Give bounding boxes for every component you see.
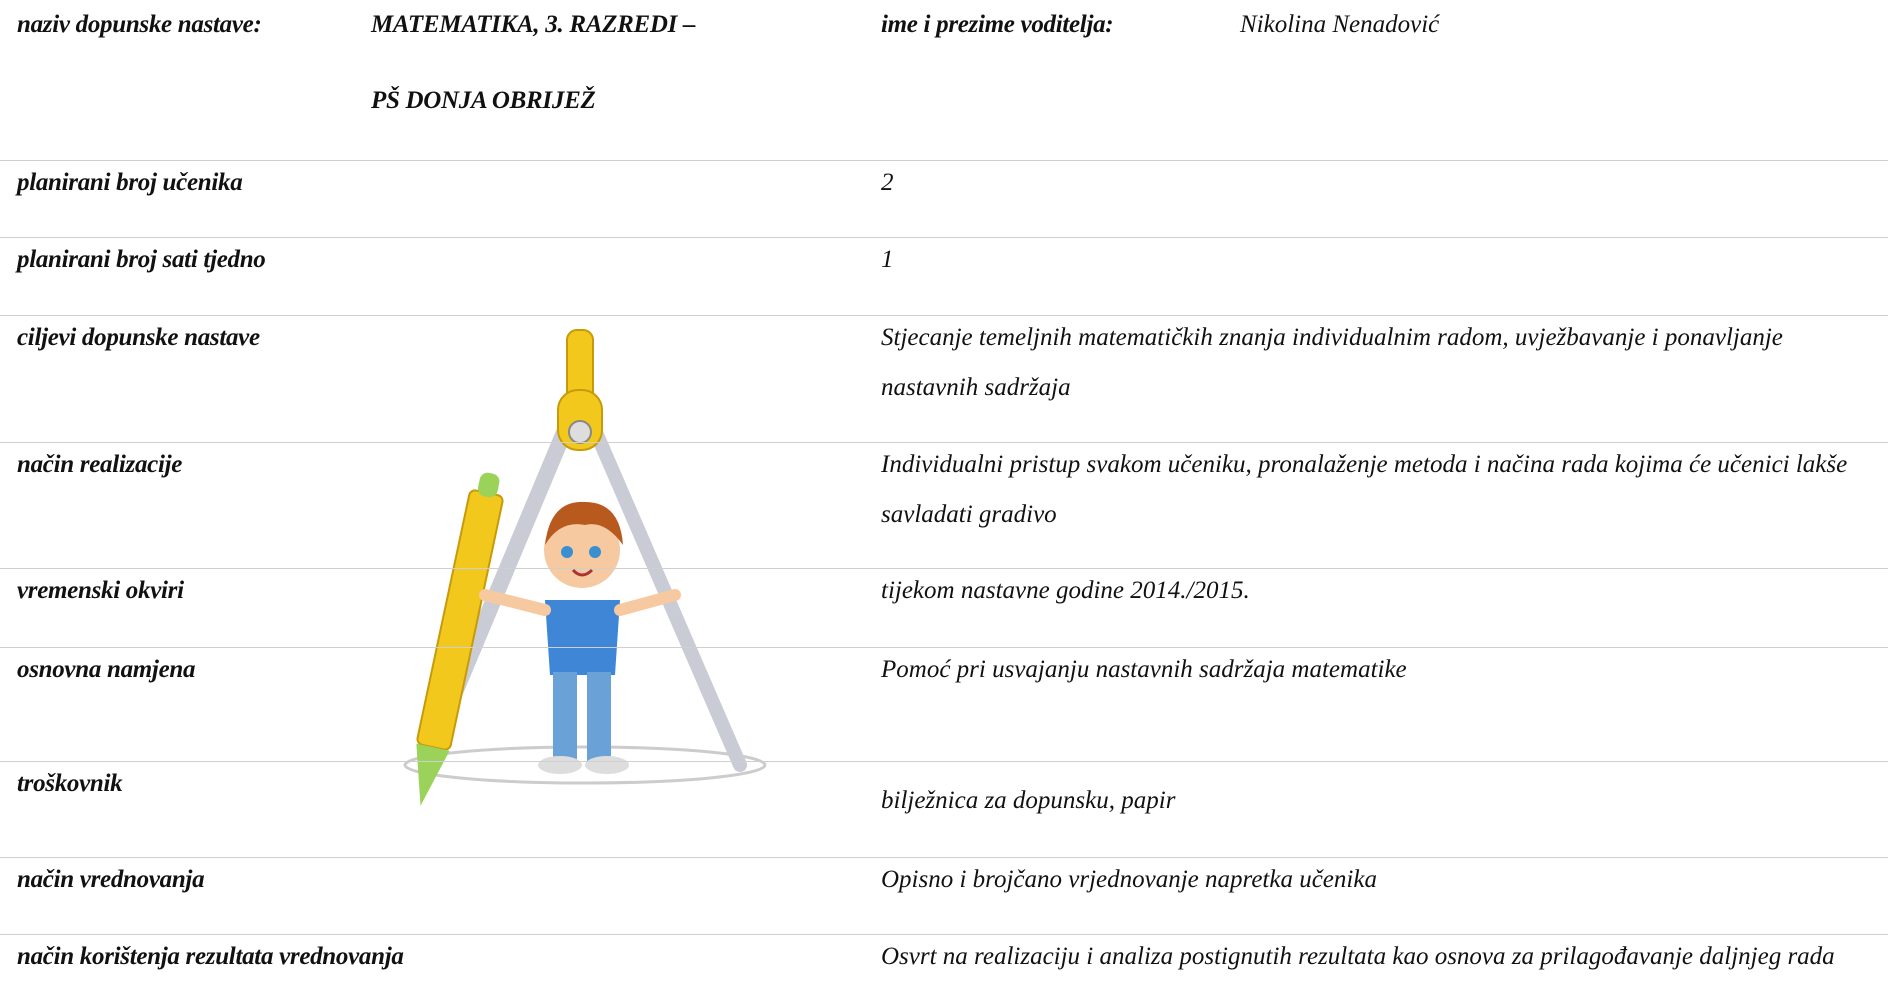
row-value: Osvrt na realizaciju i analiza postignut… xyxy=(881,943,1835,970)
row-divider xyxy=(0,315,1888,316)
row-label: planirani broj sati tjedno xyxy=(17,246,266,273)
row-value: Pomoć pri usvajanju nastavnih sadržaja m… xyxy=(881,656,1407,683)
row-divider xyxy=(0,160,1888,161)
illustration xyxy=(403,329,767,806)
row-divider xyxy=(0,857,1888,858)
row-value: Individualni pristup svakom učeniku, pro… xyxy=(881,451,1848,528)
row-label: planirani broj učenika xyxy=(17,169,243,196)
row-value: 2 xyxy=(881,169,894,196)
leader-name: Nikolina Nenadović xyxy=(1240,11,1440,38)
course-title: MATEMATIKA, 3. RAZREDI – xyxy=(371,11,696,38)
row-divider xyxy=(0,442,1888,443)
row-value: 1 xyxy=(881,246,894,273)
leader-label: ime i prezime voditelja: xyxy=(881,11,1114,38)
row-divider xyxy=(0,934,1888,935)
row-divider xyxy=(0,568,1888,569)
row-label: način vrednovanja xyxy=(17,866,205,893)
row-label: vremenski okviri xyxy=(17,577,184,604)
row-value: Stjecanje temeljnih matematičkih znanja … xyxy=(881,324,1783,401)
row-divider xyxy=(0,647,1888,648)
header-label: naziv dopunske nastave: xyxy=(17,11,262,38)
row-value: bilježnica za dopunsku, papir xyxy=(881,787,1176,814)
row-label: ciljevi dopunske nastave xyxy=(17,324,260,351)
row-value: tijekom nastavne godine 2014./2015. xyxy=(881,577,1250,604)
row-divider xyxy=(0,761,1888,762)
row-label: način realizacije xyxy=(17,451,183,478)
row-value: Opisno i brojčano vrjednovanje napretka … xyxy=(881,866,1377,893)
row-label: osnovna namjena xyxy=(17,656,196,683)
course-title: PŠ DONJA OBRIJEŽ xyxy=(371,87,596,114)
row-divider xyxy=(0,237,1888,238)
row-label: troškovnik xyxy=(17,770,123,797)
row-label: način korištenja rezultata vrednovanja xyxy=(17,943,404,970)
